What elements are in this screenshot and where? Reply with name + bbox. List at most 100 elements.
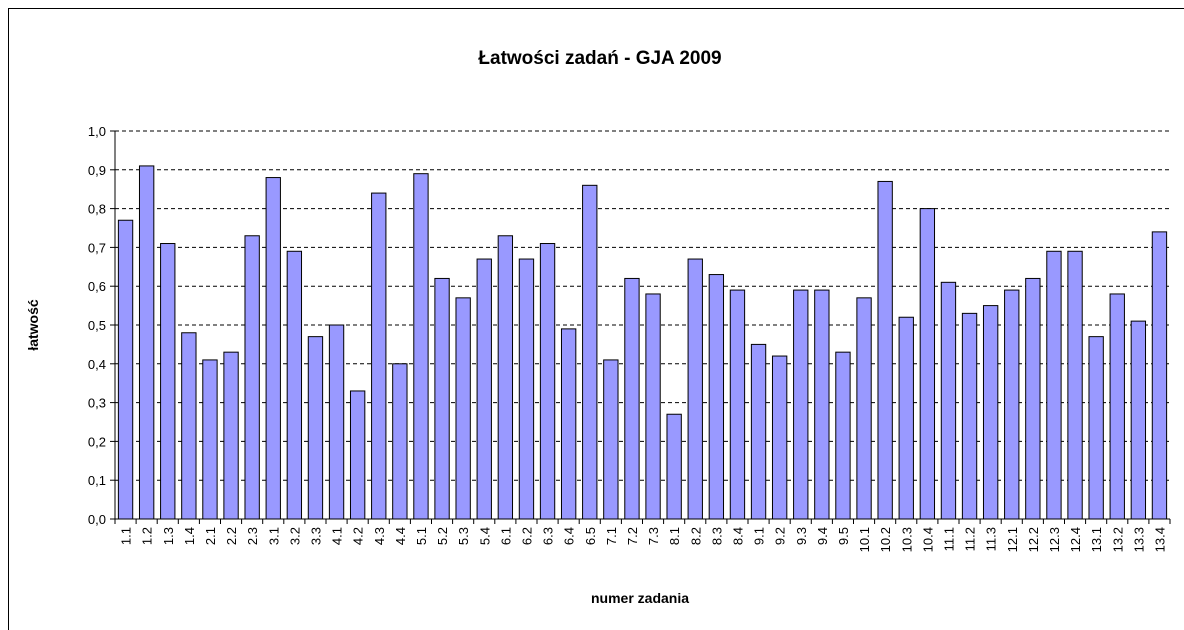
x-tick-label: 2.2 — [224, 527, 239, 545]
bar — [307, 336, 324, 520]
y-tick-label: 0,4 — [88, 357, 106, 372]
x-tick-label: 12.1 — [1005, 527, 1020, 552]
bar — [181, 332, 197, 520]
x-tick-label: 9.1 — [752, 527, 767, 545]
x-tick-label: 10.1 — [857, 527, 872, 552]
x-tick-label: 8.1 — [667, 527, 682, 545]
x-tick-label: 2.1 — [203, 527, 218, 545]
x-tick-label: 6.4 — [562, 527, 577, 545]
y-tick-label: 0,3 — [88, 396, 106, 411]
x-tick-label: 3.2 — [287, 527, 302, 545]
bar — [982, 305, 999, 520]
x-tick-label: 10.3 — [899, 527, 914, 552]
bar — [961, 312, 978, 520]
bar — [560, 328, 577, 520]
x-tick-label: 9.3 — [794, 527, 809, 545]
bar — [244, 235, 260, 520]
x-tick-label: 11.2 — [963, 527, 978, 551]
bar — [898, 316, 914, 520]
x-tick-label: 9.2 — [773, 527, 788, 545]
bar — [286, 250, 303, 520]
y-tick-label: 0,0 — [88, 512, 106, 527]
bar — [265, 177, 281, 520]
y-tick-label: 0,2 — [88, 434, 106, 449]
bar — [434, 277, 450, 520]
bar — [877, 180, 893, 520]
x-tick-label: 9.4 — [815, 527, 830, 545]
bar — [750, 343, 767, 520]
x-tick-label: 1.3 — [161, 527, 176, 545]
y-tick-label: 0,9 — [88, 163, 106, 178]
bar — [645, 293, 661, 520]
x-tick-label: 11.3 — [984, 527, 999, 551]
bar — [814, 289, 830, 520]
bar — [771, 355, 788, 520]
bar — [835, 351, 851, 520]
x-tick-label: 4.2 — [351, 527, 366, 545]
bar — [455, 297, 471, 520]
bar — [1067, 250, 1083, 520]
x-tick-label: 4.3 — [372, 527, 387, 545]
bar — [708, 274, 725, 520]
x-tick-label: 7.1 — [604, 527, 619, 545]
bar — [603, 359, 619, 520]
x-tick-label: 1.4 — [182, 527, 197, 545]
bar — [160, 243, 176, 520]
x-tick-label: 11.1 — [941, 527, 956, 551]
x-tick-label: 10.2 — [878, 527, 893, 552]
bar — [371, 192, 387, 520]
bar — [666, 413, 682, 520]
x-tick-label: 9.5 — [836, 527, 851, 545]
chart-title: Łatwości zadań - GJA 2009 — [478, 48, 721, 69]
x-tick-label: 2.3 — [245, 527, 260, 545]
y-tick-label: 0,7 — [88, 240, 106, 255]
x-tick-label: 8.2 — [688, 527, 703, 545]
bar — [856, 297, 872, 520]
x-tick-label: 13.3 — [1131, 527, 1146, 552]
x-tick-label: 6.5 — [583, 527, 598, 545]
x-tick-label: 6.3 — [541, 527, 556, 545]
bar — [413, 173, 429, 520]
bar — [582, 184, 598, 520]
y-tick-label: 0,5 — [88, 318, 106, 333]
bar — [940, 281, 957, 520]
x-tick-label: 13.2 — [1110, 527, 1125, 552]
x-tick-label: 3.3 — [308, 527, 323, 545]
x-tick-label: 7.3 — [646, 527, 661, 545]
bar — [1130, 320, 1147, 520]
x-axis-title: numer zadania — [591, 590, 689, 606]
bar — [497, 235, 514, 520]
y-tick-label: 0,6 — [88, 279, 106, 294]
bar — [1004, 289, 1020, 520]
bar — [518, 258, 535, 520]
bar — [138, 165, 155, 520]
bar — [1046, 250, 1062, 520]
x-tick-label: 5.4 — [477, 527, 492, 545]
x-tick-label: 6.2 — [519, 527, 534, 545]
bar — [919, 208, 936, 520]
bar — [539, 243, 556, 520]
x-tick-label: 13.4 — [1152, 527, 1167, 552]
bar — [117, 219, 134, 520]
y-tick-label: 0,1 — [88, 473, 106, 488]
x-tick-label: 13.1 — [1089, 527, 1104, 552]
x-tick-label: 12.4 — [1068, 527, 1083, 552]
bar — [624, 277, 640, 520]
x-tick-label: 4.4 — [393, 527, 408, 545]
bar — [476, 258, 492, 520]
x-tick-label: 12.3 — [1047, 527, 1062, 552]
bar — [349, 390, 366, 520]
x-tick-label: 1.1 — [119, 527, 134, 545]
x-tick-label: 5.3 — [456, 527, 471, 545]
bar — [392, 363, 408, 520]
x-tick-label: 6.1 — [498, 527, 513, 545]
bar — [328, 324, 345, 520]
x-tick-label: 10.4 — [920, 527, 935, 552]
bar — [793, 289, 809, 520]
x-tick-label: 8.3 — [709, 527, 724, 545]
bar — [1088, 336, 1104, 520]
x-tick-label: 1.2 — [140, 527, 155, 545]
bar — [687, 258, 703, 520]
y-tick-label: 1,0 — [88, 124, 106, 139]
